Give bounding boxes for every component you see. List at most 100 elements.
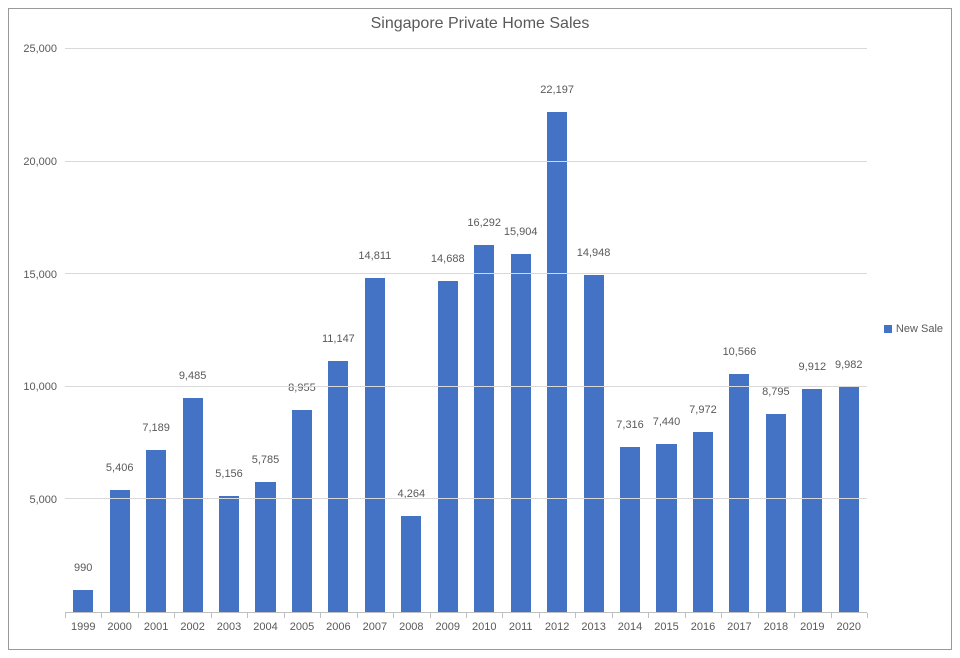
bar-slot: 7,440 [648,49,684,612]
bar [219,496,239,612]
x-tick-label: 2019 [800,621,824,633]
x-tick [138,613,139,618]
x-tick [174,613,175,618]
bar-slot: 22,197 [539,49,575,612]
y-tick-label: 25,000 [23,43,57,55]
y-tick-label: 20,000 [23,156,57,168]
bar [73,590,93,612]
x-tick [758,613,759,618]
x-tick [575,613,576,618]
bar [802,389,822,612]
x-tick-label: 2012 [545,621,569,633]
x-tick-label: 2004 [253,621,277,633]
bar-slot: 14,688 [430,49,466,612]
x-tick-label: 2001 [144,621,168,633]
legend-label: New Sale [896,323,943,335]
bar-value-label: 14,948 [577,247,611,261]
x-tick-label: 2018 [764,621,788,633]
bar-value-label: 5,406 [106,462,134,476]
x-tick [612,613,613,618]
bar-value-label: 5,156 [215,468,243,482]
x-tick [101,613,102,618]
bar [438,281,458,612]
bar [328,361,348,612]
bar-value-label: 8,795 [762,386,790,400]
bar-slot: 10,566 [721,49,757,612]
bar-value-label: 16,292 [467,217,501,231]
bar-value-label: 22,197 [540,84,574,98]
bar [365,278,385,612]
bar-value-label: 5,785 [252,454,280,468]
bar-value-label: 4,264 [398,488,426,502]
y-tick-label: 10,000 [23,381,57,393]
x-tick [685,613,686,618]
bar-value-label: 9,982 [835,359,863,373]
bar-value-label: 7,972 [689,404,717,418]
bar-slot: 14,811 [357,49,393,612]
x-tick [393,613,394,618]
bar [183,398,203,612]
bar-slot: 5,785 [247,49,283,612]
chart-frame: Singapore Private Home Sales 5,00010,000… [8,8,952,650]
bar-slot: 15,904 [502,49,538,612]
x-tick [430,613,431,618]
plot-area: 9905,4067,1899,4855,1565,7858,95511,1471… [65,49,867,613]
bar-slot: 5,156 [211,49,247,612]
bar-value-label: 10,566 [723,346,757,360]
x-tick-label: 2014 [618,621,642,633]
bar [839,387,859,612]
bar-value-label: 15,904 [504,226,538,240]
x-tick [247,613,248,618]
x-axis: 1999200020012002200320042005200620072008… [65,613,867,649]
bar [292,410,312,612]
x-tick-label: 2000 [107,621,131,633]
bar-value-label: 990 [74,562,92,576]
gridline [65,386,867,387]
bar [693,432,713,612]
y-tick-label: 5,000 [29,494,57,506]
x-tick [794,613,795,618]
x-tick-label: 2017 [727,621,751,633]
bar-slot: 5,406 [101,49,137,612]
bar-slot: 9,485 [174,49,210,612]
x-tick [357,613,358,618]
x-tick-label: 2016 [691,621,715,633]
bar [255,482,275,612]
x-tick-label: 2020 [837,621,861,633]
bar-slot: 16,292 [466,49,502,612]
bar-slot: 7,189 [138,49,174,612]
bar [766,414,786,612]
bar-value-label: 14,688 [431,253,465,267]
bar-value-label: 8,955 [288,382,316,396]
x-tick-label: 2015 [654,621,678,633]
bar [401,516,421,612]
x-tick-label: 2002 [180,621,204,633]
x-tick [831,613,832,618]
x-tick [466,613,467,618]
bar [146,450,166,612]
bar-value-label: 7,189 [142,422,170,436]
bar [656,444,676,612]
x-tick-label: 2007 [363,621,387,633]
x-tick-label: 2011 [509,621,533,633]
bar-slot: 990 [65,49,101,612]
x-tick [648,613,649,618]
x-tick-label: 2005 [290,621,314,633]
legend: New Sale [884,323,943,335]
legend-swatch [884,325,892,333]
bar-value-label: 14,811 [358,250,391,264]
bar-slot: 9,912 [794,49,830,612]
x-tick-label: 2009 [436,621,460,633]
bars-container: 9905,4067,1899,4855,1565,7858,95511,1471… [65,49,867,612]
bar-slot: 8,795 [758,49,794,612]
y-axis: 5,00010,00015,00020,00025,000 [9,49,65,613]
gridline [65,498,867,499]
gridline [65,161,867,162]
x-tick [721,613,722,618]
bar-slot: 14,948 [575,49,611,612]
x-tick-label: 2013 [581,621,605,633]
x-tick-label: 2003 [217,621,241,633]
bar-slot: 11,147 [320,49,356,612]
x-tick [502,613,503,618]
y-tick-label: 15,000 [23,269,57,281]
